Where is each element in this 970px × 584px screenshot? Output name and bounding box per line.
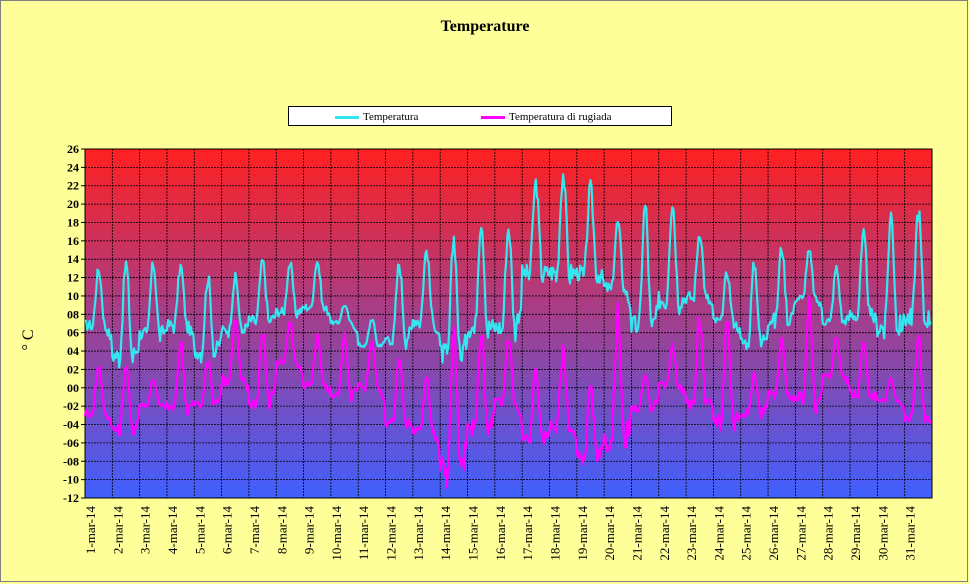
legend-swatch-rugiada [481,116,505,119]
x-tick-label: 26-mar-14 [766,506,781,561]
x-tick-label: 28-mar-14 [821,506,836,561]
x-tick-label: 13-mar-14 [411,506,426,561]
y-tick-label: 16 [67,234,79,248]
y-tick-label: -08 [63,454,79,468]
x-tick-label: 15-mar-14 [466,506,481,561]
x-tick-label: 19-mar-14 [575,506,590,561]
y-tick-label: 02 [67,362,79,376]
y-tick-label: 22 [67,179,79,193]
chart-title: Temperature [440,18,530,35]
x-tick-label: 31-mar-14 [903,506,918,561]
x-tick-label: 23-mar-14 [684,506,699,561]
x-tick-label: 29-mar-14 [848,506,863,561]
y-tick-label: -12 [63,491,79,505]
x-tick-label: 21-mar-14 [629,506,644,561]
y-tick-label: 12 [67,271,79,285]
x-tick-label: 8-mar-14 [274,506,289,555]
legend-label-rugiada: Temperatura di rugiada [509,111,612,123]
y-tick-label: 18 [67,215,79,229]
x-tick-label: 18-mar-14 [547,506,562,561]
y-tick-label: 04 [67,344,79,358]
x-tick-label: 22-mar-14 [657,506,672,561]
y-tick-label: -10 [63,473,79,487]
legend: Temperatura Temperatura di rugiada [288,106,672,126]
x-tick-label: 16-mar-14 [493,506,508,561]
y-tick-label: 14 [67,252,79,266]
y-tick-label: 24 [67,160,79,174]
x-tick-label: 25-mar-14 [739,506,754,561]
series-layer [83,173,932,489]
y-tick-label: 20 [67,197,79,211]
x-tick-label: 1-mar-14 [83,506,98,555]
x-tick-label: 4-mar-14 [165,506,180,555]
x-tick-label: 12-mar-14 [384,506,399,561]
x-tick-label: 11-mar-14 [356,506,371,561]
legend-swatch-temperatura [335,116,359,119]
x-tick-label: 27-mar-14 [793,506,808,561]
y-tick-label: 26 [67,142,79,156]
y-tick-label: -04 [63,418,79,432]
x-tick-label: 7-mar-14 [247,506,262,555]
x-tick-label: 2-mar-14 [110,506,125,555]
series-line-temperatura [84,173,932,369]
y-tick-label: -02 [63,399,79,413]
y-axis-ticks: 26 24 22 20 18 16 14 12 10 08 06 04 02 00 -02 -04 -06 -08… [63,142,85,505]
x-tick-label: 17-mar-14 [520,506,535,561]
x-tick-label: 6-mar-14 [220,506,235,555]
y-tick-label: 08 [67,307,79,321]
y-tick-label: 10 [67,289,79,303]
y-tick-label: 06 [67,326,79,340]
x-tick-label: 14-mar-14 [438,506,453,561]
x-tick-label: 10-mar-14 [329,506,344,561]
legend-label-temperatura: Temperatura [363,111,419,123]
y-tick-label: -06 [63,436,79,450]
x-tick-label: 9-mar-14 [302,506,317,555]
x-tick-label: 3-mar-14 [138,506,153,555]
y-tick-label: 00 [67,381,79,395]
x-tick-label: 5-mar-14 [192,506,207,555]
x-tick-label: 30-mar-14 [875,506,890,561]
x-axis-ticks: 1-mar-14 2-mar-14 3-mar-14 4-mar-14 5-mar-14… [83,506,918,561]
x-tick-label: 20-mar-14 [602,506,617,561]
x-tick-label: 24-mar-14 [711,506,726,561]
series-line-temperatura-di-rugiada [83,295,932,489]
